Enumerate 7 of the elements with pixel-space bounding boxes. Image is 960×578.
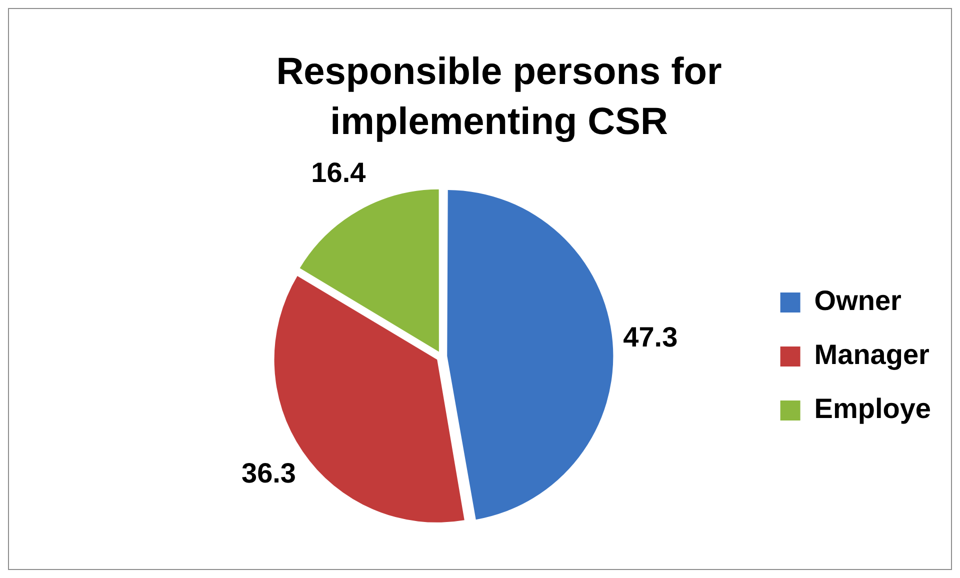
legend-label: Owner [814,285,902,316]
legend-label: Manager [814,339,930,370]
data-label: 16.4 [311,156,366,188]
data-label: 47.3 [623,321,678,352]
chart-title: Responsible persons for implementing CSR [275,50,723,145]
legend-label: Employe [814,393,931,424]
data-label: 36.3 [241,458,296,489]
